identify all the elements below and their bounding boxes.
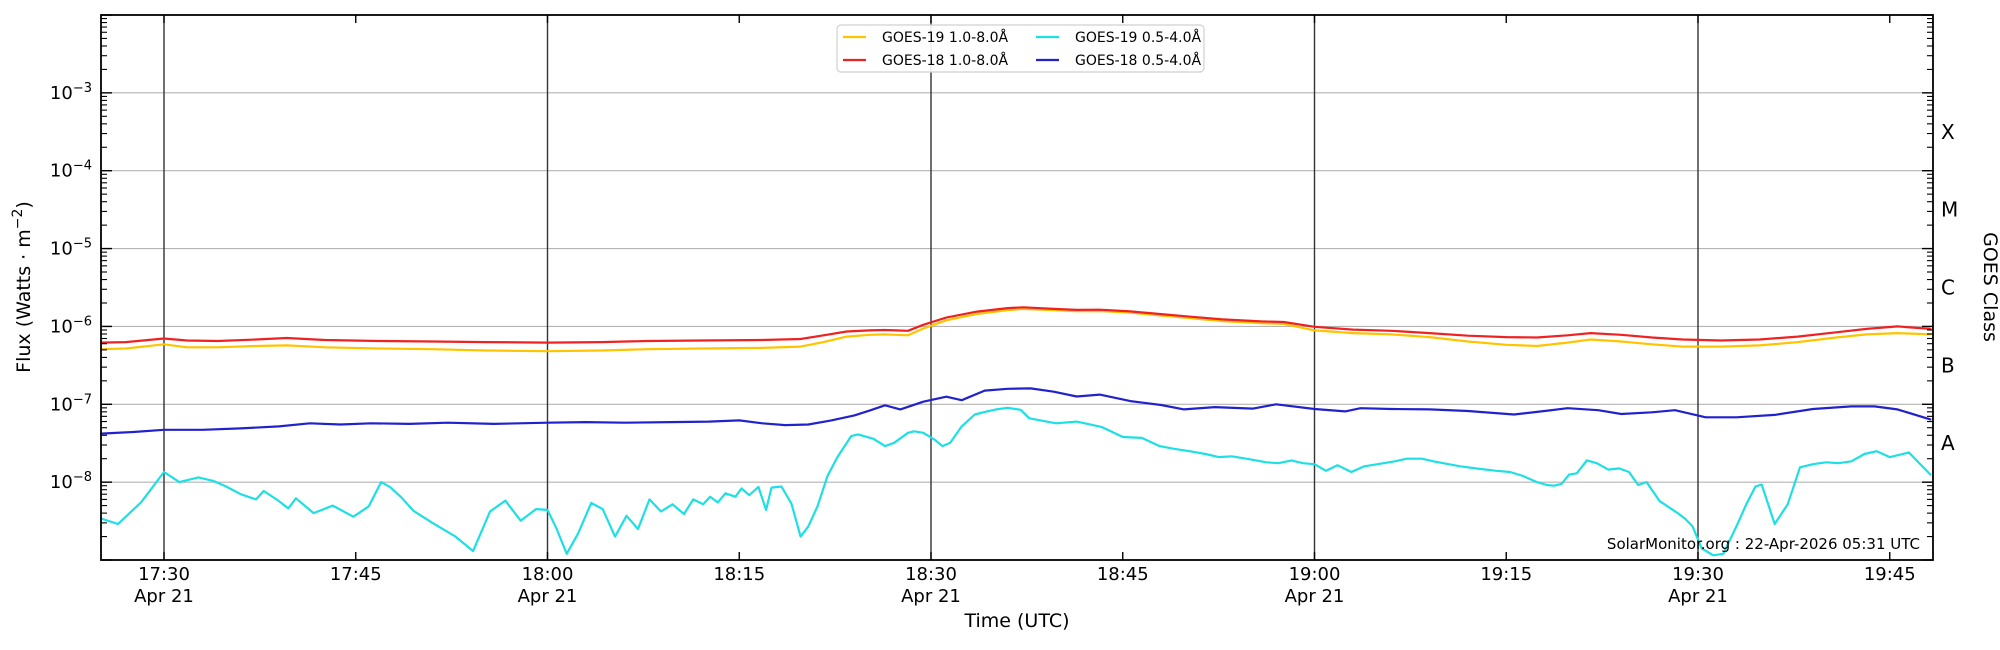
x-axis-title: Time (UTC) (963, 610, 1069, 632)
x-tick-date-18:00: Apr 21 (518, 586, 578, 607)
goes-class-b: B (1941, 353, 1955, 377)
legend-label-goes19-short: GOES-19 0.5-4.0Å (1075, 29, 1201, 46)
x-tick-label-19:30: 19:30 (1672, 564, 1724, 585)
x-tick-label-19:15: 19:15 (1480, 564, 1532, 585)
flux-curves (99, 306, 1932, 557)
flux-curve-goes-19-0-5-4-0- (99, 406, 1932, 557)
legend: GOES-19 1.0-8.0Å GOES-18 1.0-8.0Å GOES-1… (836, 24, 1205, 73)
x-tick-date-19:00: Apr 21 (1285, 586, 1345, 607)
flux-curve-goes-18-1-0-8-0- (99, 306, 1932, 344)
axes-and-ticks (100, 14, 1934, 561)
right-axis-title: GOES Class (1979, 232, 2000, 342)
gridlines (101, 15, 1933, 560)
x-tick-label-19:45: 19:45 (1864, 564, 1916, 585)
x-tick-label-18:00: 18:00 (522, 564, 574, 585)
flux-curve-goes-18-0-5-4-0- (99, 387, 1932, 435)
goes-class-x: X (1941, 120, 1955, 144)
y-tick-label-1e-6: 10−6 (50, 314, 92, 337)
y-tick-label-1e-4: 10−4 (50, 159, 92, 182)
watermark: SolarMonitor.org : 22-Apr-2026 05:31 UTC (1607, 535, 1920, 553)
x-tick-label-17:30: 17:30 (138, 564, 190, 585)
y-tick-label-1e-3: 10−3 (50, 81, 92, 104)
legend-box (836, 24, 1205, 73)
legend-label-goes18-long: GOES-18 1.0-8.0Å (882, 52, 1008, 69)
goes-class-a: A (1941, 431, 1955, 455)
plot-border (100, 14, 1934, 561)
x-tick-date-17:30: Apr 21 (134, 586, 194, 607)
x-tick-label-18:45: 18:45 (1097, 564, 1149, 585)
legend-label-goes19-long: GOES-19 1.0-8.0Å (882, 29, 1008, 46)
x-tick-label-17:45: 17:45 (330, 564, 382, 585)
x-tick-label-18:15: 18:15 (713, 564, 765, 585)
y-tick-label-1e-7: 10−7 (50, 392, 92, 415)
y-axis-title: Flux (Watts · m−2) (10, 201, 35, 373)
x-tick-label-19:00: 19:00 (1289, 564, 1341, 585)
goes-class-letters: X M C B A (1941, 120, 1958, 455)
x-tick-date-19:30: Apr 21 (1668, 586, 1728, 607)
x-tick-label-18:30: 18:30 (905, 564, 957, 585)
y-tick-label-1e-5: 10−5 (50, 237, 92, 260)
y-tick-label-1e-8: 10−8 (50, 470, 92, 493)
legend-label-goes18-short: GOES-18 0.5-4.0Å (1075, 52, 1201, 69)
x-tick-date-18:30: Apr 21 (901, 586, 961, 607)
goes-class-c: C (1941, 276, 1955, 300)
goes-class-m: M (1941, 198, 1958, 222)
flux-curve-goes-19-1-0-8-0- (99, 307, 1932, 353)
